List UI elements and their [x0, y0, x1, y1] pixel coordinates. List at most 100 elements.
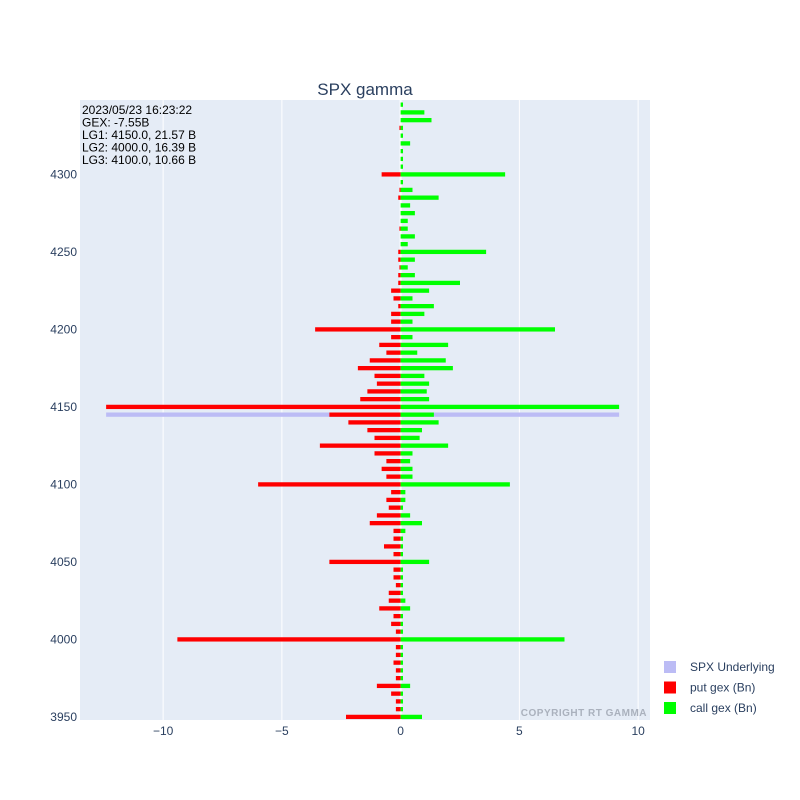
call-bar	[400, 451, 413, 456]
call-bar	[400, 366, 453, 371]
put-bar	[391, 311, 401, 317]
call-bar	[400, 133, 403, 138]
call-bar	[400, 327, 555, 332]
call-bar	[400, 505, 403, 510]
put-bar	[376, 381, 401, 386]
put-bar	[357, 366, 401, 371]
put-bar	[393, 536, 401, 541]
call-bar	[400, 552, 403, 557]
y-tick-label: 4300	[50, 167, 77, 181]
call-bar	[400, 544, 403, 549]
bars-layer	[106, 102, 620, 720]
call-bar	[400, 110, 425, 115]
call-bar	[400, 691, 403, 696]
chart-title: SPX gamma	[317, 80, 413, 99]
call-bar	[400, 459, 411, 464]
call-bar	[400, 428, 422, 433]
call-bar	[400, 637, 565, 642]
put-bar	[391, 490, 401, 495]
put-bar	[388, 590, 401, 596]
call-bar	[400, 466, 413, 472]
y-axis: 3950 4000 4050 4100 4150 4200 4250 4300	[50, 167, 77, 724]
call-bar	[400, 583, 403, 588]
call-bar	[400, 397, 430, 402]
put-bar	[379, 342, 401, 348]
legend-label[interactable]: SPX Underlying	[690, 660, 775, 674]
annotation-line: LG3: 4100.0, 10.66 B	[82, 153, 196, 167]
put-bar	[106, 404, 401, 410]
call-bar	[400, 335, 413, 340]
y-tick-label: 4150	[50, 400, 77, 414]
call-bar	[400, 102, 403, 107]
call-bar	[400, 660, 403, 665]
call-bar	[400, 404, 620, 410]
y-tick-label: 4000	[50, 632, 77, 646]
put-bar	[395, 652, 401, 658]
legend-swatch[interactable]	[664, 661, 676, 673]
call-bar	[400, 497, 406, 503]
put-bar	[386, 474, 401, 479]
call-bar	[400, 234, 415, 239]
put-bar	[398, 304, 401, 309]
call-bar	[400, 164, 403, 169]
put-bar	[395, 699, 401, 704]
call-bar	[400, 180, 403, 185]
call-bar	[400, 714, 422, 720]
call-bar	[400, 149, 403, 154]
legend-swatch[interactable]	[664, 702, 676, 714]
plot-background	[80, 100, 650, 720]
legend-label[interactable]: call gex (Bn)	[690, 701, 757, 715]
put-bar	[393, 614, 401, 619]
call-bar	[400, 699, 403, 704]
call-bar	[400, 226, 408, 231]
call-bar	[400, 273, 415, 278]
put-bar	[386, 497, 401, 503]
annotation-line: GEX: -7.55B	[82, 116, 149, 130]
call-bar	[400, 668, 403, 673]
put-bar	[376, 513, 401, 518]
put-bar	[348, 420, 401, 425]
y-tick-label: 4200	[50, 322, 77, 336]
call-bar	[400, 474, 413, 479]
call-bar	[400, 490, 406, 495]
call-bar	[400, 118, 432, 123]
call-bar	[400, 125, 403, 131]
call-bar	[400, 381, 430, 386]
put-bar	[386, 459, 401, 464]
call-bar	[400, 420, 439, 425]
legend-swatch[interactable]	[664, 681, 676, 694]
call-bar	[400, 311, 425, 317]
call-bar	[400, 195, 439, 200]
call-bar	[400, 249, 487, 255]
call-bar	[400, 645, 403, 650]
put-bar	[395, 629, 401, 634]
put-bar	[384, 544, 401, 549]
put-bar	[391, 691, 401, 696]
y-tick-label: 4250	[50, 245, 77, 259]
x-tick-label: 5	[516, 724, 523, 738]
call-bar	[400, 141, 411, 146]
call-bar	[400, 590, 403, 596]
call-bar	[400, 528, 406, 534]
x-tick-label: −5	[275, 724, 289, 738]
call-bar	[400, 389, 427, 394]
put-bar	[329, 412, 401, 417]
put-bar	[398, 249, 401, 255]
call-bar	[400, 676, 403, 681]
call-bar	[400, 211, 415, 216]
call-bar	[400, 288, 430, 293]
put-bar	[395, 583, 401, 588]
call-bar	[400, 319, 413, 324]
legend-label[interactable]: put gex (Bn)	[690, 681, 755, 695]
call-bar	[400, 304, 434, 309]
put-bar	[386, 350, 401, 355]
put-bar	[393, 567, 401, 572]
put-bar	[367, 389, 401, 394]
y-tick-label: 4100	[50, 477, 77, 491]
put-bar	[360, 397, 401, 402]
put-bar	[398, 195, 401, 200]
put-bar	[393, 552, 401, 557]
put-bar	[398, 273, 401, 278]
